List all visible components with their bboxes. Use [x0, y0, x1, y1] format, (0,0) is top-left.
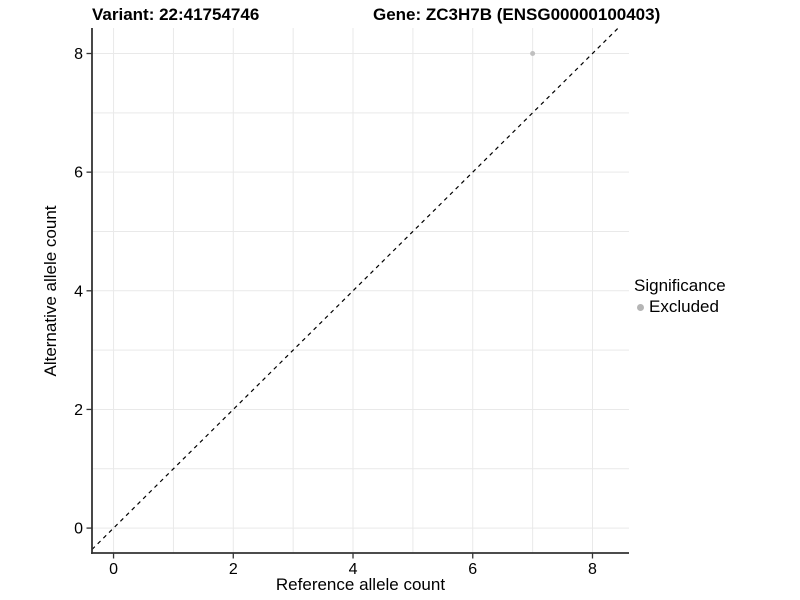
- x-tick-label: 4: [349, 561, 358, 578]
- y-axis-title: Alternative allele count: [41, 205, 60, 377]
- plot-title-variant: Variant: 22:41754746: [92, 5, 260, 24]
- x-tick-label: 2: [229, 561, 238, 578]
- legend-entry-excluded: Excluded: [634, 297, 726, 317]
- y-tick-label: 4: [74, 283, 83, 300]
- plot-title-gene: Gene: ZC3H7B (ENSG00000100403): [373, 5, 661, 24]
- data-point: [530, 51, 536, 57]
- y-tick-label: 0: [74, 521, 83, 538]
- x-tick-label: 0: [109, 561, 118, 578]
- x-tick-label: 8: [588, 561, 597, 578]
- excluded-point-marker-icon: [637, 303, 644, 311]
- identity-dashed-line: [91, 27, 619, 550]
- legend: Significance Excluded: [634, 276, 726, 317]
- legend-entry-label: Excluded: [649, 297, 719, 316]
- y-tick-label: 8: [74, 46, 83, 63]
- x-axis-title: Reference allele count: [275, 575, 446, 594]
- y-tick-label: 2: [74, 402, 83, 419]
- y-tick-label: 6: [74, 165, 83, 182]
- legend-title: Significance: [634, 276, 726, 295]
- x-tick-label: 6: [468, 561, 477, 578]
